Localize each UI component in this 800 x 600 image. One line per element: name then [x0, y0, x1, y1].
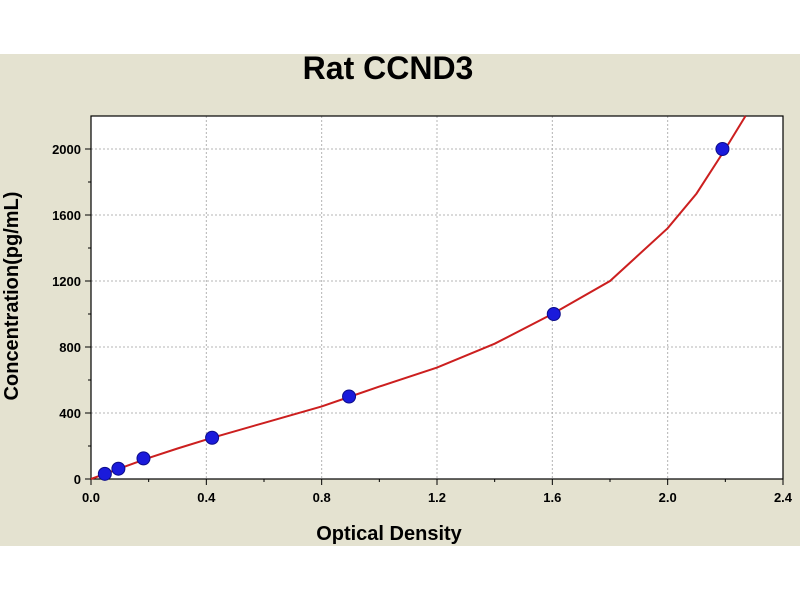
y-tick-label: 0	[74, 472, 81, 487]
data-point	[97, 466, 112, 481]
axis-ticks	[85, 148, 784, 485]
x-tick-label: 2.0	[659, 490, 677, 505]
data-point	[136, 451, 151, 466]
x-tick-label: 0.4	[197, 490, 216, 505]
x-tick-label: 1.6	[543, 490, 561, 505]
chart-title: Rat CCND3	[303, 50, 474, 86]
y-tick-label: 400	[59, 406, 81, 421]
x-tick-label: 2.4	[774, 490, 793, 505]
grid	[91, 116, 783, 479]
x-tick-label: 0.8	[313, 490, 331, 505]
data-point	[546, 307, 561, 321]
y-tick-label: 800	[59, 340, 81, 355]
y-tick-labels: 0 400 800 1200 1600 2000	[52, 142, 81, 487]
x-tick-label: 0.0	[82, 490, 100, 505]
data-points	[97, 142, 730, 481]
y-tick-label: 1600	[52, 208, 81, 223]
x-tick-labels: 0.0 0.4 0.8 1.2 1.6 2.0 2.4	[82, 490, 793, 505]
data-point	[111, 461, 126, 476]
x-tick-label: 1.2	[428, 490, 446, 505]
y-tick-label: 1200	[52, 274, 81, 289]
data-point	[715, 142, 730, 156]
y-tick-label: 2000	[52, 142, 81, 157]
data-point	[205, 430, 220, 445]
x-axis-label: Optical Density	[316, 523, 462, 545]
y-axis-label: Concentration(pg/mL)	[1, 192, 23, 401]
data-point	[342, 389, 357, 404]
